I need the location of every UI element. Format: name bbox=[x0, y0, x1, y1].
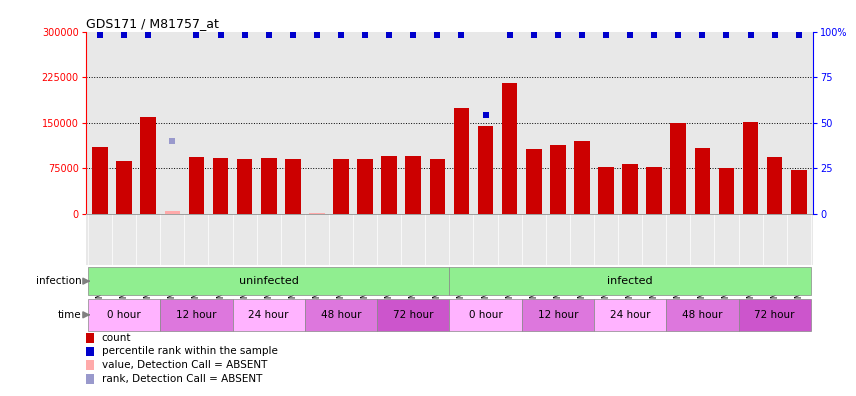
Bar bbox=[670, 123, 687, 214]
Bar bbox=[212, 158, 229, 214]
Bar bbox=[767, 157, 782, 214]
Point bbox=[214, 32, 228, 38]
Bar bbox=[309, 213, 324, 214]
Point bbox=[334, 32, 348, 38]
Bar bbox=[140, 117, 156, 214]
Bar bbox=[116, 161, 132, 214]
Text: GDS171 / M81757_at: GDS171 / M81757_at bbox=[86, 17, 218, 30]
Point bbox=[792, 32, 805, 38]
Bar bbox=[478, 126, 493, 214]
Point bbox=[744, 32, 758, 38]
Point bbox=[310, 32, 324, 38]
Point bbox=[262, 32, 276, 38]
Bar bbox=[233, 299, 305, 331]
Bar bbox=[598, 167, 614, 214]
Bar bbox=[88, 299, 160, 331]
Bar bbox=[594, 299, 666, 331]
Text: count: count bbox=[102, 333, 131, 343]
Bar bbox=[430, 159, 445, 214]
Bar bbox=[454, 108, 469, 214]
Point bbox=[623, 32, 637, 38]
Bar bbox=[791, 170, 806, 214]
Bar bbox=[666, 299, 739, 331]
Point bbox=[479, 112, 492, 119]
Bar bbox=[285, 159, 300, 214]
Point bbox=[431, 32, 444, 38]
Text: 24 hour: 24 hour bbox=[609, 310, 651, 320]
Bar bbox=[502, 83, 518, 214]
Bar bbox=[550, 145, 566, 214]
Bar bbox=[357, 159, 373, 214]
Bar bbox=[160, 299, 233, 331]
Bar bbox=[333, 159, 348, 214]
Point bbox=[527, 32, 541, 38]
Point bbox=[696, 32, 710, 38]
Bar bbox=[449, 299, 521, 331]
Bar bbox=[86, 333, 94, 343]
Bar bbox=[406, 156, 421, 214]
Bar bbox=[86, 374, 94, 384]
Bar bbox=[92, 147, 108, 214]
Bar bbox=[237, 159, 253, 214]
Point bbox=[671, 32, 685, 38]
Bar bbox=[164, 211, 180, 214]
Text: percentile rank within the sample: percentile rank within the sample bbox=[102, 346, 277, 356]
Point bbox=[93, 32, 107, 38]
Text: value, Detection Call = ABSENT: value, Detection Call = ABSENT bbox=[102, 360, 267, 370]
Text: 0 hour: 0 hour bbox=[469, 310, 502, 320]
Point bbox=[768, 32, 782, 38]
Point bbox=[358, 32, 372, 38]
Point bbox=[383, 32, 396, 38]
Bar bbox=[694, 148, 710, 214]
Point bbox=[286, 32, 300, 38]
Text: 72 hour: 72 hour bbox=[393, 310, 433, 320]
Text: 12 hour: 12 hour bbox=[538, 310, 578, 320]
Text: infection: infection bbox=[36, 276, 81, 286]
Text: 12 hour: 12 hour bbox=[176, 310, 217, 320]
Text: uninfected: uninfected bbox=[239, 276, 299, 286]
Bar bbox=[381, 156, 397, 214]
Text: 48 hour: 48 hour bbox=[321, 310, 361, 320]
Point bbox=[189, 32, 203, 38]
Point bbox=[117, 32, 131, 38]
Bar bbox=[86, 346, 94, 356]
Point bbox=[455, 32, 468, 38]
Point bbox=[238, 32, 252, 38]
Text: infected: infected bbox=[607, 276, 653, 286]
Point bbox=[141, 32, 155, 38]
Bar bbox=[646, 167, 662, 214]
Bar bbox=[188, 157, 205, 214]
Point bbox=[551, 32, 565, 38]
Text: 72 hour: 72 hour bbox=[754, 310, 795, 320]
Bar bbox=[305, 299, 377, 331]
Point bbox=[720, 32, 734, 38]
Text: 24 hour: 24 hour bbox=[248, 310, 289, 320]
Bar bbox=[88, 267, 449, 295]
Bar bbox=[574, 141, 590, 214]
Point bbox=[502, 32, 516, 38]
Bar bbox=[86, 360, 94, 370]
Text: 48 hour: 48 hour bbox=[682, 310, 722, 320]
Text: rank, Detection Call = ABSENT: rank, Detection Call = ABSENT bbox=[102, 374, 262, 384]
Point bbox=[599, 32, 613, 38]
Bar bbox=[743, 122, 758, 214]
Bar bbox=[526, 149, 542, 214]
Point bbox=[647, 32, 661, 38]
Bar bbox=[622, 164, 638, 214]
Point bbox=[407, 32, 420, 38]
Bar bbox=[377, 299, 449, 331]
Point bbox=[575, 32, 589, 38]
Bar bbox=[449, 267, 811, 295]
Point bbox=[165, 138, 179, 144]
Bar bbox=[521, 299, 594, 331]
Bar bbox=[739, 299, 811, 331]
Bar bbox=[719, 168, 734, 214]
Text: 0 hour: 0 hour bbox=[107, 310, 141, 320]
Bar bbox=[261, 158, 276, 214]
Text: time: time bbox=[57, 310, 81, 320]
